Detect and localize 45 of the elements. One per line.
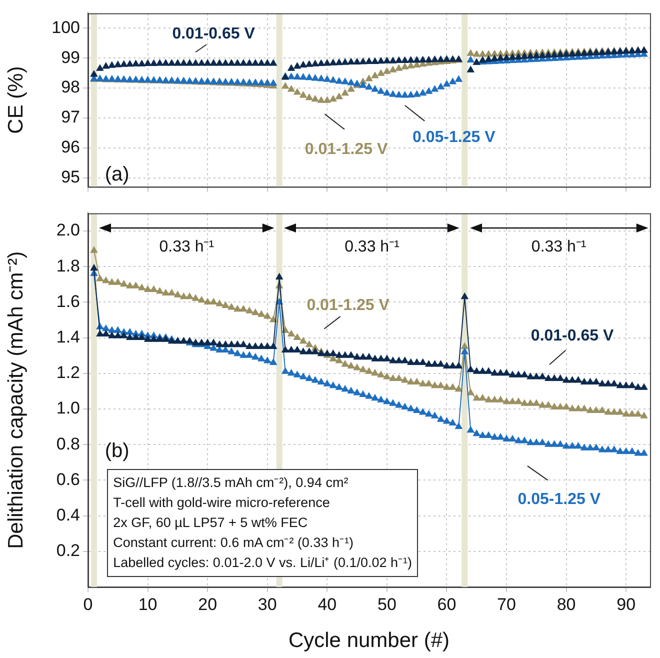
series-label: 0.01-0.65 V xyxy=(172,26,256,43)
y-tick-label: 1.0 xyxy=(56,398,80,418)
text: 0.01-1.25 V xyxy=(304,140,388,158)
x-tick-label: 40 xyxy=(318,594,337,614)
annotation: Labelled cycles: 0.01-2.0 V vs. Li/Li⁺ (0.1/0.02 h⁻¹) xyxy=(113,554,412,572)
x-tick-label: 10 xyxy=(138,594,158,614)
y-tick-label: 2.0 xyxy=(56,220,80,240)
x-tick-label: 50 xyxy=(377,594,396,614)
x-tick-label: 70 xyxy=(497,594,516,614)
annotation: 0.33 h⁻¹ xyxy=(159,238,214,256)
annotation: Constant current: 0.6 mA cm⁻² (0.33 h⁻¹) xyxy=(113,534,354,552)
series-label: 0.01-1.25 V xyxy=(306,297,390,314)
annotation: 0.33 h⁻¹ xyxy=(531,238,586,256)
x-tick-label: 20 xyxy=(198,594,218,614)
y-tick-label: 1.2 xyxy=(56,363,80,382)
x-tick-label: 60 xyxy=(437,594,456,614)
x-tick-label: 80 xyxy=(556,594,576,614)
y-tick-label: 1.4 xyxy=(56,327,80,346)
annotation: (a) xyxy=(104,163,130,186)
x-tick-label: 90 xyxy=(616,594,636,614)
y-tick-label: 97 xyxy=(61,108,80,127)
y-tick-label: 100 xyxy=(52,18,80,37)
annotation: 0.33 h⁻¹ xyxy=(344,238,400,256)
y-tick-label: 96 xyxy=(61,138,80,157)
annotation: 2x GF, 60 µL LP57 + 5 wt% FEC xyxy=(113,514,309,532)
y-tick-label: 99 xyxy=(61,48,80,67)
y-axis-title: CE (%) xyxy=(4,66,28,134)
x-axis-title: Cycle number (#) xyxy=(288,629,450,652)
y-tick-label: 98 xyxy=(61,78,80,97)
annotation: T-cell with gold-wire micro-reference xyxy=(113,494,331,512)
x-tick-label: 0 xyxy=(83,594,93,614)
annotation: (b) xyxy=(104,440,130,462)
y-axis-title: Delithiation capacity (mAh cm⁻²) xyxy=(4,251,28,549)
series-label: 0.01-0.65 V xyxy=(530,327,614,344)
x-tick-label: 30 xyxy=(258,594,277,614)
text: 0.05-1.25 V xyxy=(518,491,601,508)
y-tick-label: 0.4 xyxy=(56,505,80,524)
y-tick-label: 1.6 xyxy=(56,292,80,311)
y-tick-label: 0.2 xyxy=(56,541,80,560)
y-tick-label: 0.8 xyxy=(56,434,80,454)
y-tick-label: 95 xyxy=(61,168,80,187)
annotation: SiG//LFP (1.8//3.5 mAh cm⁻²), 0.94 cm² xyxy=(113,474,350,492)
series-label: 0.05-1.25 V xyxy=(412,129,496,146)
y-tick-label: 0.6 xyxy=(56,470,80,489)
y-tick-label: 1.8 xyxy=(56,256,80,276)
